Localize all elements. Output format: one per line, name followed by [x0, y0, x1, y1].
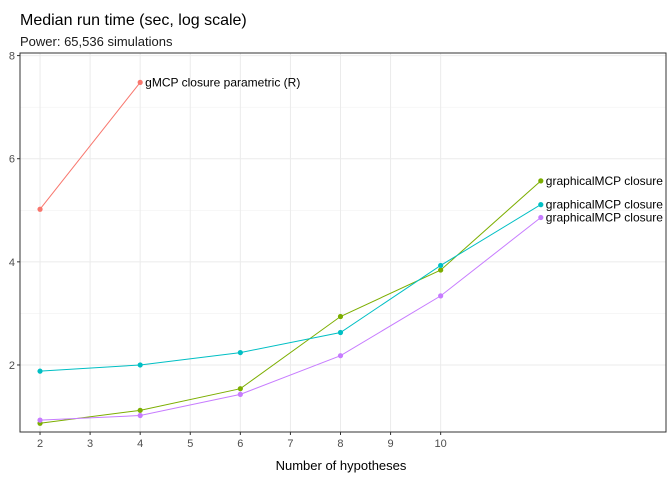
- gridlines: [20, 53, 666, 432]
- x-tick-label: 8: [337, 438, 343, 450]
- series-label-4: graphicalMCP closure: [546, 210, 663, 224]
- y-tick-label: 2: [9, 360, 15, 372]
- series-label-1: gMCP closure parametric (R): [145, 75, 300, 89]
- data-point: [337, 313, 344, 320]
- data-point: [137, 79, 143, 85]
- data-point: [37, 206, 43, 212]
- chart-title: Median run time (sec, log scale): [20, 12, 247, 29]
- series-label-3: graphicalMCP closure: [546, 198, 663, 212]
- data-point: [538, 178, 544, 184]
- x-tick-label: 9: [388, 438, 394, 450]
- data-point: [237, 391, 243, 397]
- x-tick-label: 3: [87, 438, 93, 450]
- data-point: [438, 267, 444, 273]
- x-tick-label: 6: [237, 438, 243, 450]
- data-point: [137, 412, 143, 419]
- data-point: [337, 329, 344, 336]
- data-point: [37, 368, 43, 374]
- data-point: [137, 407, 143, 413]
- panel-border: [19, 52, 667, 433]
- y-tick-label: 6: [9, 154, 15, 166]
- y-tick-label: 4: [9, 257, 15, 269]
- series-line-4: [40, 217, 542, 421]
- x-tick-label: 7: [287, 438, 293, 450]
- data-point: [37, 417, 43, 423]
- y-tick-label: 8: [9, 51, 15, 63]
- x-tick-label: 10: [435, 438, 447, 450]
- data-point: [237, 386, 243, 392]
- data-point: [538, 202, 544, 208]
- data-point: [337, 353, 344, 359]
- data-point: [438, 262, 444, 269]
- x-tick-label: 4: [137, 438, 143, 450]
- data-point: [137, 362, 143, 368]
- chart-subtitle: Power: 65,536 simulations: [20, 34, 173, 49]
- x-axis-title: Number of hypotheses: [276, 458, 407, 473]
- x-tick-label: 5: [187, 438, 193, 450]
- axes: 2 4 6 8 2 3 4 5 6 7 8 9 10: [9, 51, 447, 450]
- x-tick-label: 2: [37, 438, 43, 450]
- data-point: [438, 293, 444, 299]
- series-label-2: graphicalMCP closure: [546, 174, 663, 188]
- series-line-1: [39, 82, 141, 210]
- series-group: gMCP closure parametric (R) graphicalMCP …: [37, 75, 663, 426]
- data-point: [538, 214, 544, 221]
- data-point: [237, 349, 243, 356]
- series-line-3: [39, 204, 542, 372]
